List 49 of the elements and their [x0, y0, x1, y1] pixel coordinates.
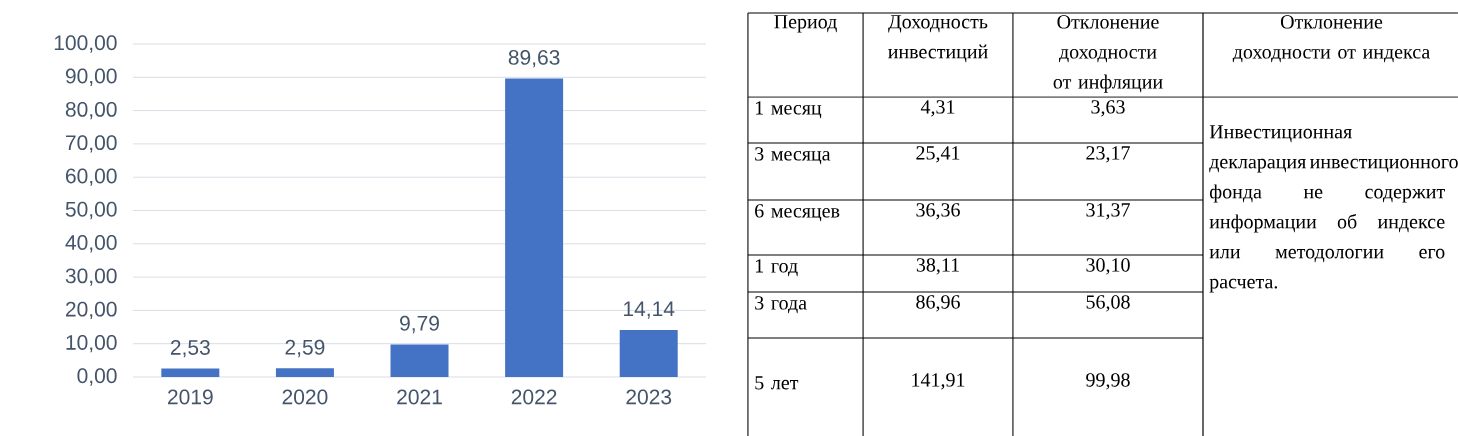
- text: 4,31: [920, 100, 955, 117]
- y-tick-label: 30,00: [65, 268, 117, 286]
- x-tick-label: 2020: [282, 389, 328, 405]
- text: 23,17: [1086, 146, 1130, 163]
- x-tick-label: 2019: [168, 389, 213, 405]
- text: 141,91: [912, 373, 965, 390]
- data-label: 2,53: [170, 340, 210, 358]
- x-tick-label: 2023: [626, 389, 672, 405]
- text: 25,41: [916, 146, 960, 163]
- text: 3 месяца: [755, 147, 831, 165]
- y-tick-label: 70,00: [66, 135, 117, 153]
- text: Инвестиционная декларация инвестиционного фонда не содержит информации об индексе или методологии его расчета.: [1209, 125, 1458, 293]
- text: Отклонение доходности от инфляции: [1053, 15, 1163, 93]
- text: 3,63: [1091, 100, 1125, 117]
- text: Отклонение доходности от индекса: [1232, 15, 1430, 63]
- text: 3 года: [755, 296, 807, 314]
- data-label: 89,63: [508, 49, 560, 68]
- text: 38,11: [916, 258, 959, 275]
- y-tick-label: 100,00: [54, 35, 117, 53]
- bar: [390, 344, 449, 377]
- y-tick-label: 0,00: [77, 368, 117, 386]
- bar: [161, 368, 220, 377]
- x-tick-label: 2022: [511, 389, 557, 405]
- y-tick-label: 80,00: [65, 101, 117, 120]
- bar: [275, 368, 334, 377]
- y-tick-label: 60,00: [66, 168, 117, 186]
- text: 36,36: [916, 203, 960, 220]
- bar: [619, 329, 678, 377]
- y-tick-label: 90,00: [65, 68, 117, 86]
- text: 6 месяцев: [755, 204, 840, 222]
- text: 1 месяц: [755, 101, 822, 119]
- y-tick-label: 20,00: [65, 301, 117, 320]
- y-tick-label: 50,00: [65, 201, 117, 220]
- data-label: 9,79: [400, 315, 439, 334]
- text: Период: [774, 15, 837, 33]
- text: 5 лет: [755, 376, 799, 390]
- data-label: 2,59: [285, 339, 325, 358]
- y-tick-label: 40,00: [65, 235, 117, 253]
- text: 1 год: [755, 259, 798, 277]
- text: 30,10: [1086, 258, 1130, 275]
- text: 31,37: [1086, 203, 1130, 220]
- bar: [505, 78, 564, 377]
- text: 56,08: [1086, 295, 1130, 312]
- x-tick-label: 2021: [397, 389, 442, 405]
- text: 86,96: [916, 295, 960, 312]
- text: 99,98: [1086, 373, 1130, 390]
- data-label: 14,14: [624, 301, 675, 319]
- y-tick-label: 10,00: [66, 335, 117, 353]
- text: Доходность инвестиций: [888, 15, 988, 63]
